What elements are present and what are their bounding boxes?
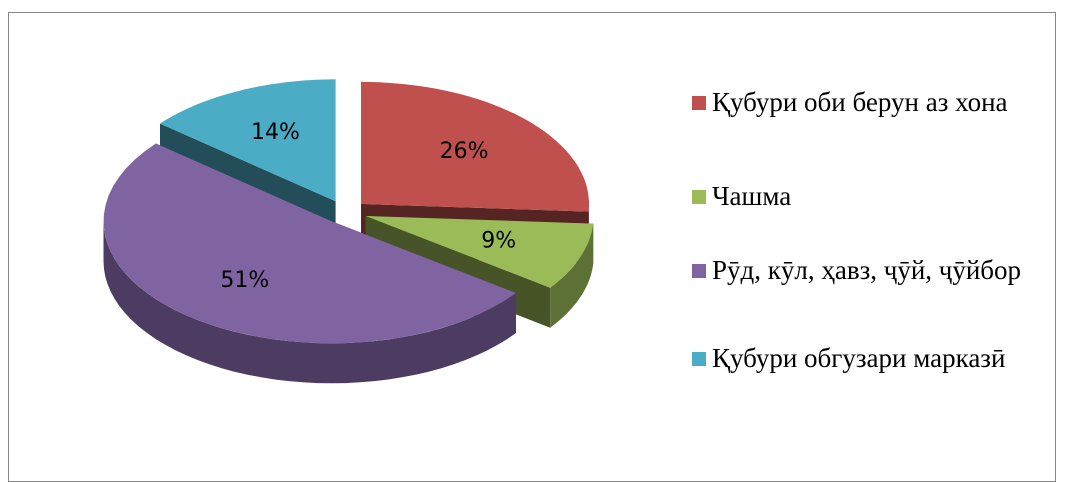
legend-label: Қубури обгузари марказӣ [712, 342, 1005, 375]
data-label: 51% [220, 268, 269, 293]
legend-swatch [692, 352, 706, 366]
legend-item: Қубури обгузари марказӣ [692, 342, 1022, 375]
legend-swatch [692, 190, 706, 204]
legend-label: Қубури оби берун аз хона [712, 86, 1008, 119]
pie-chart: 26% 9% 51% 14% [0, 0, 680, 479]
legend-item: Рӯд, кӯл, ҳавз, ҷӯй, ҷӯйбор [692, 254, 1022, 287]
data-label: 14% [251, 120, 300, 145]
data-label: 26% [440, 139, 489, 164]
legend-label: Рӯд, кӯл, ҳавз, ҷӯй, ҷӯйбор [712, 254, 1021, 287]
legend-label: Чашма [712, 180, 791, 213]
legend-swatch [692, 96, 706, 110]
data-label: 9% [481, 229, 516, 254]
legend-item: Чашма [692, 180, 1022, 213]
legend-item: Қубури оби берун аз хона [692, 86, 1022, 119]
legend-swatch [692, 264, 706, 278]
